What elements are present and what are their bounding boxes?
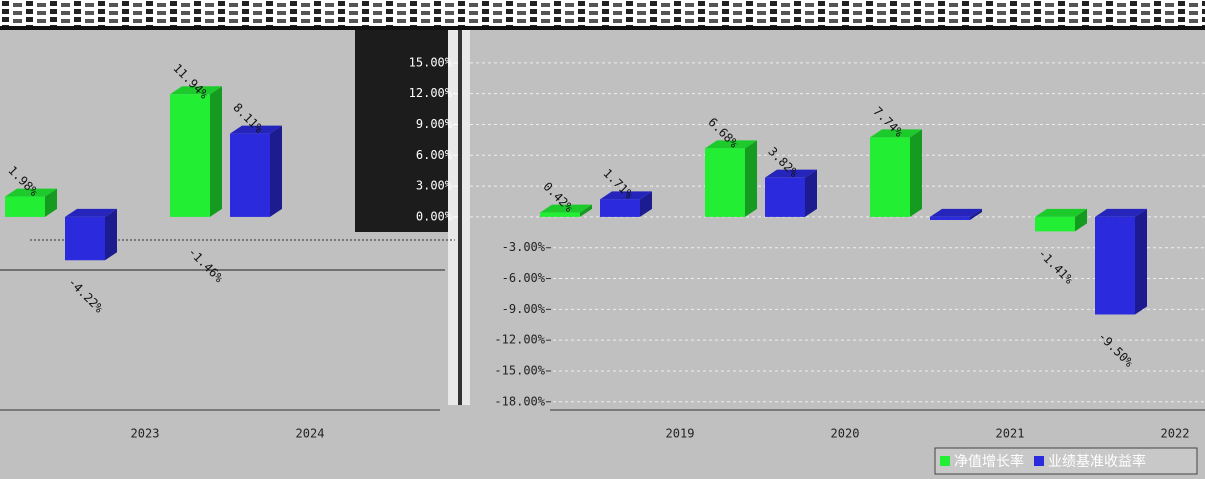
legend-box	[934, 447, 1198, 475]
bar-side	[640, 191, 652, 217]
bar	[5, 196, 45, 217]
bar	[870, 137, 910, 217]
bar-top	[5, 188, 57, 197]
bar-top	[1035, 208, 1087, 217]
bar	[930, 216, 970, 220]
data-label: -9.50%	[1095, 329, 1136, 370]
bar	[765, 177, 805, 217]
x-tick-label: 2021	[996, 427, 1025, 441]
y-tick-label: 6.00%	[416, 148, 453, 162]
bar	[600, 199, 640, 217]
legend-swatch	[1034, 456, 1044, 466]
bar-side	[580, 204, 592, 217]
bar-top	[765, 169, 817, 178]
plot: 1.98%11.94%-4.22%8.11%-1.46%	[5, 61, 282, 316]
bar-top	[600, 191, 652, 200]
legend-label: 业绩基准收益率	[1048, 453, 1146, 470]
y-tick-label: -3.00%	[502, 240, 546, 254]
bar-side	[1075, 208, 1087, 232]
bar-side	[270, 125, 282, 217]
plot: 0.42%6.68% 7.74%-1.41%1.71%3.82%-9.50%	[470, 62, 1205, 403]
x-tick-label: 2019	[666, 427, 695, 441]
bar-side	[1135, 208, 1147, 315]
header-line	[0, 26, 1205, 30]
y-tick-label: -12.00%	[494, 333, 545, 347]
bar-side	[910, 129, 922, 217]
data-label: -1.41%	[1035, 246, 1076, 287]
bar-top	[170, 86, 222, 95]
y-tick-label: -6.00%	[502, 271, 546, 285]
annotation: -1.46%	[185, 245, 226, 286]
y-tick-label: 12.00%	[409, 86, 453, 100]
bar-top	[870, 129, 922, 138]
x-tick-label: 2020	[831, 427, 860, 441]
y-tick-label: -15.00%	[494, 363, 545, 377]
bar-side	[210, 86, 222, 217]
bar	[170, 94, 210, 217]
legend-label: 净值增长率	[954, 453, 1024, 470]
panel-divider-edge	[458, 30, 462, 405]
header-strip	[0, 0, 1205, 30]
bar	[65, 216, 105, 261]
bar	[705, 148, 745, 217]
bar-top	[230, 125, 282, 134]
bar	[1035, 216, 1075, 232]
bar-side	[970, 208, 982, 220]
bar-top	[1095, 208, 1147, 217]
x-tick-label: 2022	[1161, 427, 1190, 441]
x-tick-label: 2024	[296, 427, 325, 441]
bar-top	[705, 140, 757, 149]
bar-top	[540, 204, 592, 213]
x-tick-label: 2023	[131, 427, 160, 441]
bar	[1095, 216, 1135, 315]
legend: 净值增长率 业绩基准收益率	[940, 453, 1146, 470]
data-label: -4.22%	[65, 275, 106, 316]
y-tick-label: -18.00%	[494, 394, 545, 408]
dark-panel	[355, 30, 465, 232]
bar-top	[65, 208, 117, 217]
bar-side	[745, 140, 757, 217]
bar-side	[805, 169, 817, 217]
bar-side	[45, 188, 57, 217]
legend-swatch	[940, 456, 950, 466]
y-tick-label: 15.00%	[409, 55, 453, 69]
bar	[230, 133, 270, 217]
y-tick-label: 0.00%	[416, 209, 453, 223]
bar	[540, 212, 580, 217]
bar-top	[930, 208, 982, 217]
y-tick-label: 9.00%	[416, 117, 453, 131]
bar-side	[105, 208, 117, 261]
y-tick-label: 3.00%	[416, 179, 453, 193]
y-tick-label: -9.00%	[502, 302, 546, 316]
